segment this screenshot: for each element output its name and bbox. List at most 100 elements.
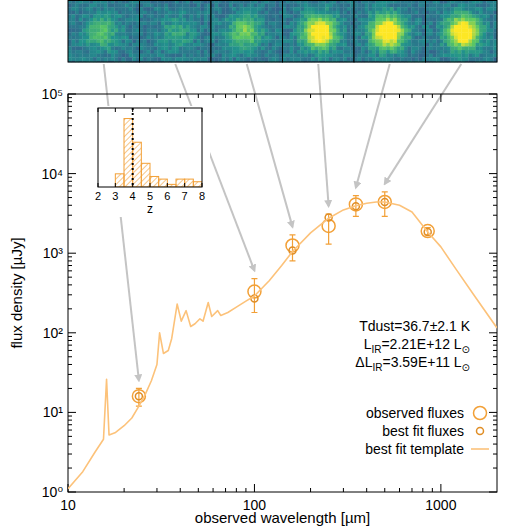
pixel bbox=[393, 4, 397, 8]
pixel bbox=[111, 39, 115, 43]
pixel bbox=[283, 57, 287, 61]
pixel bbox=[182, 7, 186, 11]
pixel bbox=[150, 57, 154, 61]
pixel bbox=[193, 25, 197, 29]
pixel bbox=[161, 14, 165, 18]
pixel bbox=[486, 7, 490, 11]
pixel bbox=[372, 43, 376, 47]
pixel bbox=[400, 43, 404, 47]
pixel bbox=[254, 50, 258, 54]
pixel bbox=[165, 32, 169, 36]
pixel bbox=[193, 46, 197, 50]
pixel bbox=[182, 32, 186, 36]
pixel bbox=[132, 18, 136, 22]
pixel bbox=[197, 4, 201, 8]
pixel bbox=[451, 11, 455, 15]
pixel bbox=[383, 39, 387, 43]
pixel bbox=[82, 7, 86, 11]
pixel bbox=[293, 50, 297, 54]
pixel bbox=[472, 4, 476, 8]
pixel bbox=[257, 39, 261, 43]
pixel bbox=[397, 50, 401, 54]
pixel bbox=[336, 21, 340, 25]
pixel bbox=[222, 39, 226, 43]
pixel bbox=[182, 29, 186, 33]
pixel bbox=[250, 7, 254, 11]
pixel bbox=[150, 32, 154, 36]
pixel bbox=[168, 21, 172, 25]
pixel bbox=[386, 39, 390, 43]
pixel bbox=[354, 46, 358, 50]
pixel bbox=[229, 43, 233, 47]
pixel bbox=[400, 14, 404, 18]
pixel bbox=[179, 7, 183, 11]
pixel bbox=[286, 29, 290, 33]
pixel bbox=[240, 7, 244, 11]
pixel bbox=[426, 25, 430, 29]
pixel bbox=[218, 11, 222, 15]
pixel bbox=[315, 4, 319, 8]
pixel bbox=[318, 21, 322, 25]
pixel bbox=[190, 46, 194, 50]
pixel bbox=[283, 46, 287, 50]
pixel bbox=[257, 7, 261, 11]
pixel bbox=[107, 36, 111, 40]
pixel bbox=[122, 21, 126, 25]
pixel bbox=[400, 36, 404, 40]
pixel bbox=[68, 36, 72, 40]
pixel bbox=[268, 32, 272, 36]
pixel bbox=[490, 14, 494, 18]
pixel bbox=[308, 7, 312, 11]
pixel bbox=[322, 32, 326, 36]
pixel bbox=[340, 25, 344, 29]
pixel bbox=[86, 11, 90, 15]
pixel bbox=[361, 32, 365, 36]
pixel bbox=[93, 18, 97, 22]
pixel bbox=[215, 43, 219, 47]
pixel bbox=[218, 36, 222, 40]
pixel bbox=[318, 43, 322, 47]
pixel bbox=[308, 25, 312, 29]
pixel bbox=[272, 36, 276, 40]
pixel bbox=[254, 25, 258, 29]
pixel bbox=[358, 4, 362, 8]
pixel bbox=[147, 11, 151, 15]
pixel bbox=[157, 25, 161, 29]
pixel bbox=[318, 32, 322, 36]
pixel bbox=[375, 4, 379, 8]
pixel bbox=[100, 50, 104, 54]
pixel bbox=[397, 21, 401, 25]
pixel bbox=[415, 43, 419, 47]
pixel bbox=[308, 21, 312, 25]
pixel bbox=[308, 50, 312, 54]
pixel bbox=[132, 36, 136, 40]
pixel bbox=[329, 25, 333, 29]
pixel bbox=[215, 11, 219, 15]
pixel bbox=[365, 21, 369, 25]
pixel bbox=[168, 36, 172, 40]
pixel bbox=[165, 4, 169, 8]
pixel bbox=[322, 57, 326, 61]
pixel bbox=[315, 21, 319, 25]
pixel bbox=[165, 46, 169, 50]
pixel bbox=[75, 7, 79, 11]
pixel bbox=[182, 36, 186, 40]
pixel bbox=[261, 7, 265, 11]
pixel bbox=[379, 29, 383, 33]
pixel bbox=[354, 54, 358, 58]
pixel bbox=[68, 18, 72, 22]
pixel bbox=[165, 21, 169, 25]
pixel bbox=[347, 32, 351, 36]
pixel bbox=[114, 11, 118, 15]
pixel bbox=[240, 18, 244, 22]
pixel bbox=[368, 43, 372, 47]
pixel bbox=[458, 7, 462, 11]
pixel bbox=[343, 4, 347, 8]
pixel bbox=[375, 32, 379, 36]
pixel bbox=[451, 18, 455, 22]
pixel bbox=[190, 18, 194, 22]
pixel bbox=[461, 29, 465, 33]
pixel bbox=[347, 57, 351, 61]
pixel bbox=[250, 25, 254, 29]
pixel bbox=[300, 32, 304, 36]
